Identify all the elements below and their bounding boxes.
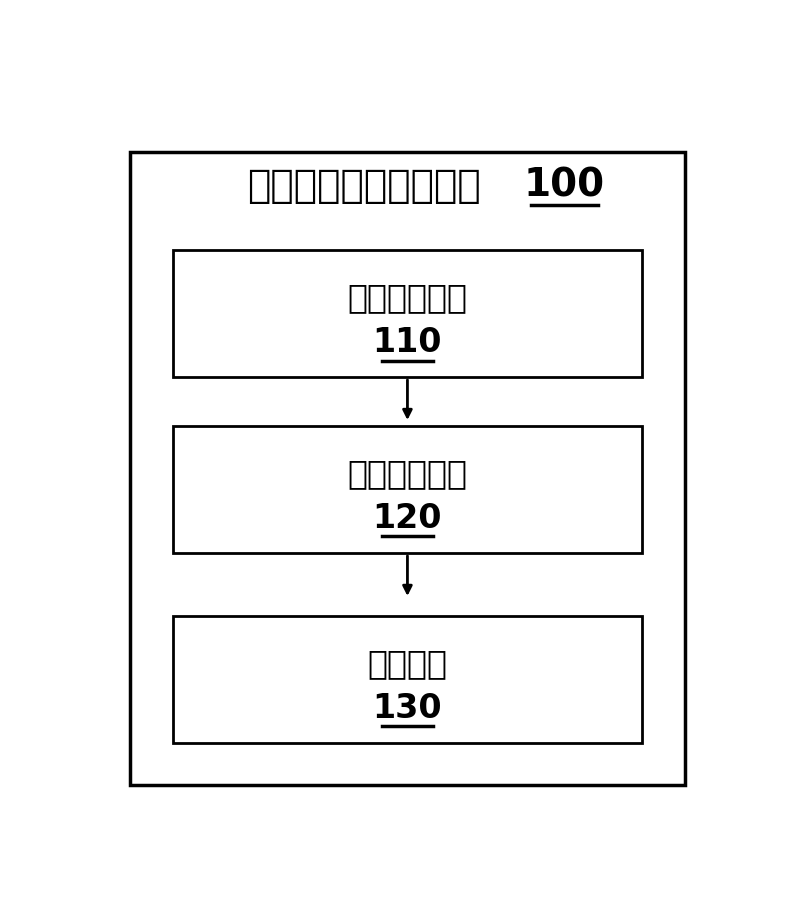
Text: 第一获取模块: 第一获取模块 bbox=[347, 281, 467, 314]
Text: 130: 130 bbox=[373, 693, 442, 726]
Text: 第二获取模块: 第二获取模块 bbox=[347, 457, 467, 490]
Text: 单片机程序的测试系统: 单片机程序的测试系统 bbox=[247, 166, 481, 205]
Bar bbox=[173, 250, 642, 377]
Text: 判定模块: 判定模块 bbox=[367, 647, 448, 680]
Bar bbox=[173, 616, 642, 743]
Text: 110: 110 bbox=[373, 326, 442, 359]
Text: 100: 100 bbox=[524, 166, 605, 205]
Bar bbox=[173, 426, 642, 553]
Text: 120: 120 bbox=[373, 503, 442, 536]
